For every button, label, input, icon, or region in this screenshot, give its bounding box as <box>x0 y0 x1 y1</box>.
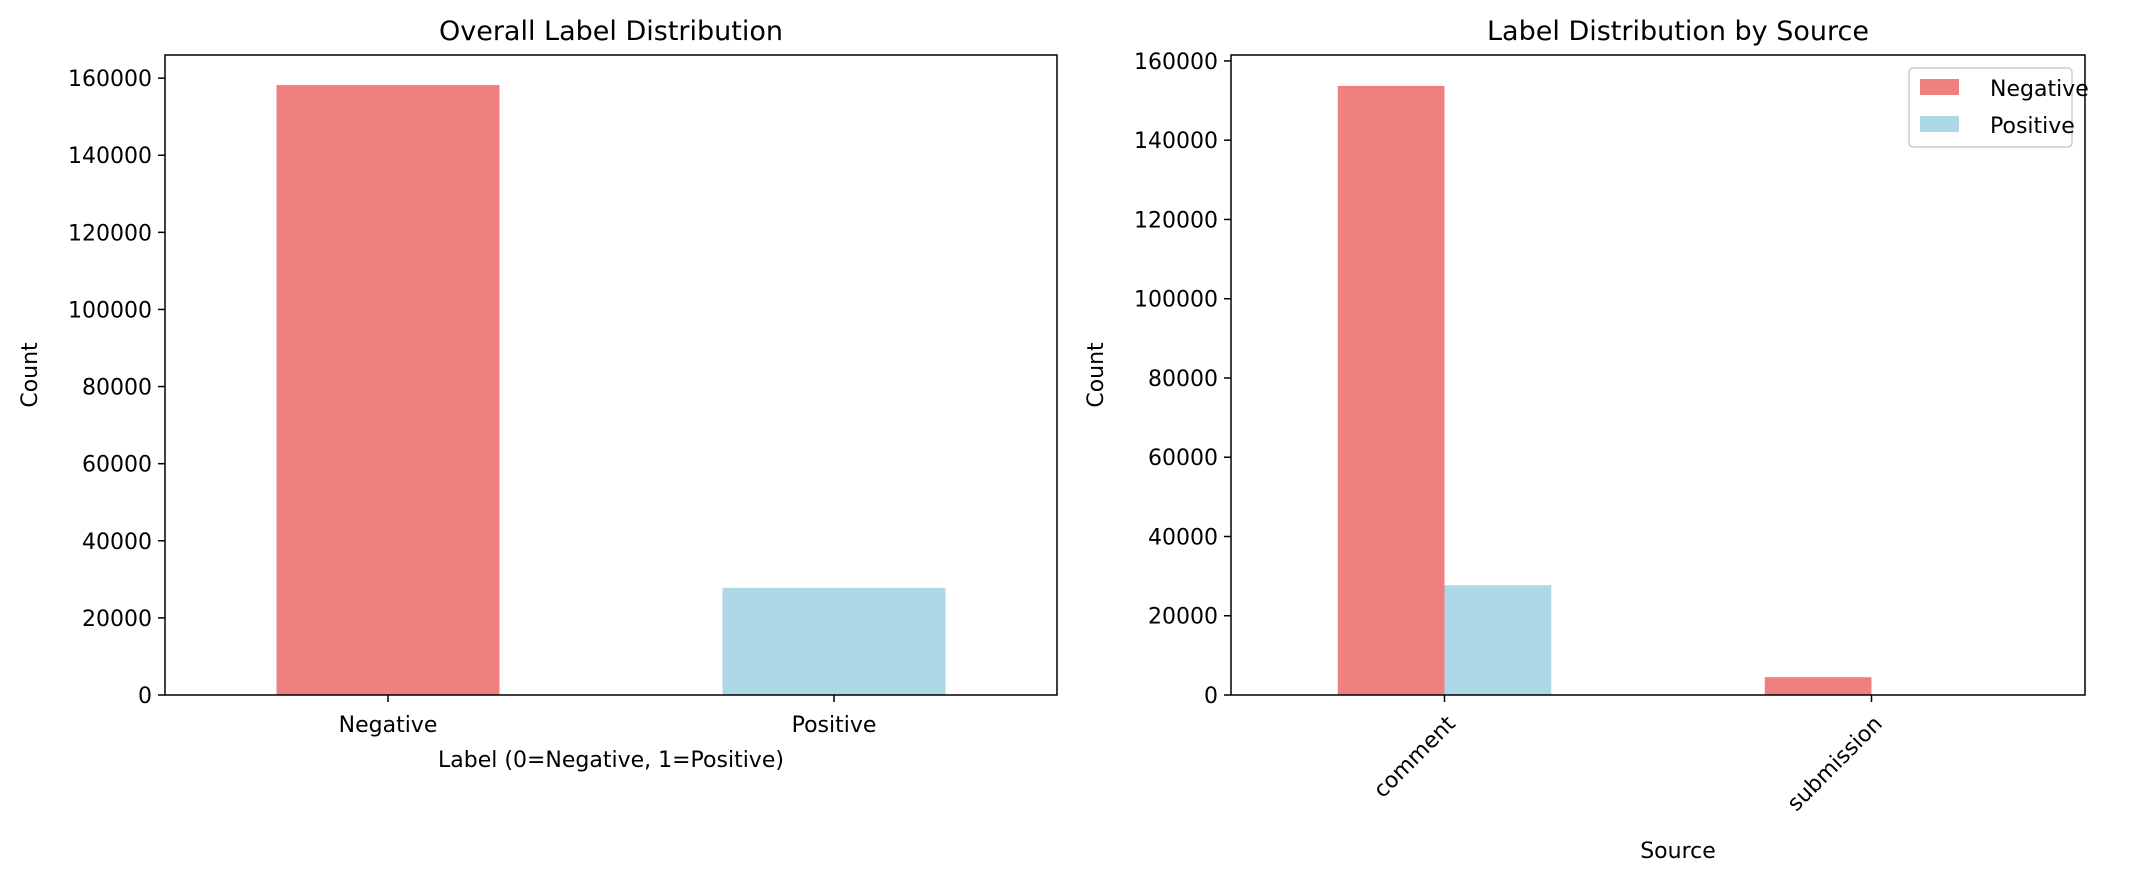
legend-swatch-positive <box>1920 116 1959 132</box>
y-tick-label: 160000 <box>68 67 152 92</box>
y-tick-label: 80000 <box>82 376 152 401</box>
y-tick-label: 40000 <box>82 530 152 555</box>
legend-swatch-negative <box>1920 79 1959 95</box>
y-axis-label: Count <box>1084 342 1109 408</box>
x-tick-label: Positive <box>792 713 877 738</box>
y-tick-label: 60000 <box>1148 446 1218 471</box>
chart-title: Overall Label Distribution <box>439 16 783 47</box>
y-tick-label: 100000 <box>68 298 152 323</box>
y-tick-label: 140000 <box>68 144 152 169</box>
overall-label-distribution-chart: Overall Label Distribution 0 20000 40000 60… <box>18 16 1058 773</box>
y-tick-label: 60000 <box>82 453 152 478</box>
bar-comment-negative <box>1337 85 1445 695</box>
x-tick-label: Negative <box>339 713 438 738</box>
y-tick-label: 100000 <box>1134 288 1218 313</box>
bar-submission-negative <box>1764 677 1872 695</box>
x-axis-label: Source <box>1640 839 1716 864</box>
x-tick-label: submission <box>1783 712 1888 817</box>
y-tick-label: 120000 <box>68 221 152 246</box>
y-tick-label: 80000 <box>1148 367 1218 392</box>
y-tick-label: 20000 <box>1148 605 1218 630</box>
x-axis-label: Label (0=Negative, 1=Positive) <box>438 748 784 773</box>
x-tick-label: comment <box>1369 711 1461 803</box>
legend-label-negative: Negative <box>1990 77 2089 102</box>
label-distribution-by-source-chart: Label Distribution by Source 0 20000 40000… <box>1084 16 2089 864</box>
bar-positive <box>722 587 946 695</box>
y-tick-label: 0 <box>1204 684 1218 709</box>
y-axis-label: Count <box>18 342 43 408</box>
plot-frame <box>164 54 1058 696</box>
bar-comment-positive <box>1444 585 1552 695</box>
legend: Negative Positive <box>1908 67 2089 148</box>
plot-frame <box>1230 54 2086 696</box>
y-tick-label: 0 <box>138 684 152 709</box>
y-tick-label: 140000 <box>1134 129 1218 154</box>
legend-label-positive: Positive <box>1990 114 2075 139</box>
y-tick-label: 40000 <box>1148 525 1218 550</box>
y-tick-label: 120000 <box>1134 208 1218 233</box>
bar-negative <box>276 85 500 696</box>
y-tick-label: 160000 <box>1134 50 1218 75</box>
y-tick-label: 20000 <box>82 607 152 632</box>
chart-title: Label Distribution by Source <box>1487 16 1869 47</box>
